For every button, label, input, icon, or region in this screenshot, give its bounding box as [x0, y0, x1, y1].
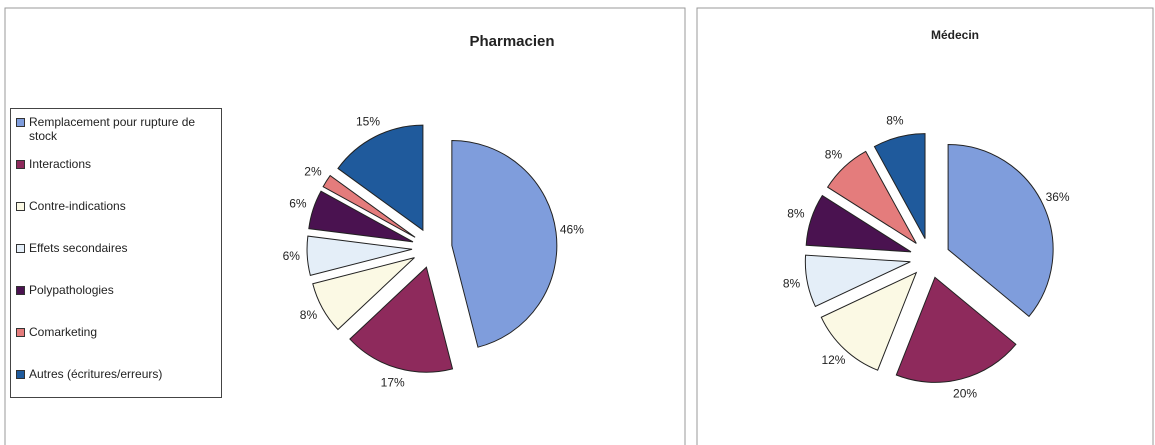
pie-slice: [306, 235, 413, 276]
legend-swatch: [16, 160, 25, 169]
legend-swatch: [16, 244, 25, 253]
legend-label: Remplacement pour rupture de stock: [29, 115, 196, 143]
legend-swatch: [16, 202, 25, 211]
legend-swatch: [16, 328, 25, 337]
pie-slice: [873, 133, 926, 239]
legend-item: Autres (écritures/erreurs): [16, 367, 216, 381]
legend-item: Polypathologies: [16, 283, 216, 297]
pie-slice: [805, 194, 912, 253]
pie-slice: [308, 190, 414, 243]
data-label: 15%: [356, 115, 380, 129]
chart-title: Pharmacien: [469, 33, 554, 50]
legend-swatch: [16, 286, 25, 295]
data-label: 6%: [289, 197, 307, 211]
pie-slice: [312, 257, 415, 331]
pie-slice: [804, 254, 911, 308]
legend-item: Comarketing: [16, 325, 216, 339]
panel: [4, 7, 686, 445]
data-label: 12%: [821, 353, 845, 367]
panel: [696, 7, 1154, 445]
data-label: 8%: [300, 308, 318, 322]
data-label: 17%: [381, 376, 405, 390]
legend-item: Effets secondaires: [16, 241, 216, 255]
data-label: 8%: [886, 114, 904, 128]
legend-swatch: [16, 370, 25, 379]
legend-label: Polypathologies: [29, 283, 114, 297]
legend-item: Contre-indications: [16, 199, 216, 213]
pie-slice: [895, 276, 1017, 383]
pie-slice: [349, 266, 454, 373]
data-label: 8%: [783, 277, 801, 291]
data-label: 2%: [304, 165, 322, 179]
legend-label: Comarketing: [29, 325, 98, 339]
data-label: 6%: [283, 249, 301, 263]
data-label: 46%: [560, 222, 584, 236]
pie-slice: [820, 271, 918, 371]
legend-item: Remplacement pour rupture de stock: [16, 115, 216, 143]
data-label: 36%: [1046, 190, 1070, 204]
legend-item: Interactions: [16, 157, 216, 171]
legend-label: Effets secondaires: [29, 241, 128, 255]
chart-title: Médecin: [931, 28, 979, 42]
pie-slice: [337, 124, 424, 232]
data-label: 8%: [825, 147, 843, 161]
legend: Remplacement pour rupture de stock Intera…: [10, 108, 222, 398]
legend-label: Autres (écritures/erreurs): [29, 367, 163, 381]
data-label: 20%: [953, 387, 977, 401]
pie-slice: [451, 139, 558, 348]
pie-slice: [322, 174, 416, 238]
legend-swatch: [16, 118, 25, 127]
legend-label: Interactions: [29, 157, 92, 171]
legend-label: Contre-indications: [29, 199, 126, 213]
pie-slice: [826, 150, 917, 244]
pie-slice: [947, 143, 1054, 318]
data-label: 8%: [787, 207, 805, 221]
